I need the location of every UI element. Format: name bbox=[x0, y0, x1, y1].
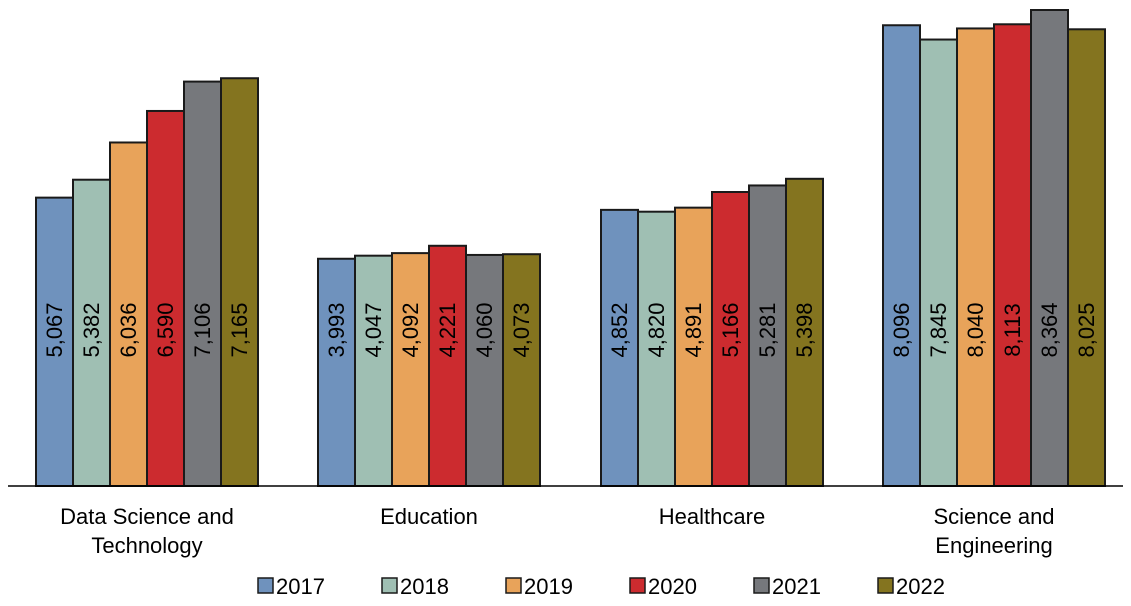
bars-layer bbox=[35, 9, 1106, 488]
bar-value-label: 4,852 bbox=[607, 302, 632, 357]
bar-2017-4 bbox=[882, 24, 921, 487]
legend-label: 2021 bbox=[772, 574, 821, 599]
category-label: Education bbox=[380, 504, 478, 529]
bar-2019-3 bbox=[674, 206, 713, 487]
legend-item-2021: 2021 bbox=[753, 574, 821, 599]
bar-value-label: 7,845 bbox=[926, 302, 951, 357]
bar-2022-1 bbox=[220, 77, 259, 487]
legend-label: 2020 bbox=[648, 574, 697, 599]
category-label: Healthcare bbox=[659, 504, 765, 529]
bar-value-label: 4,073 bbox=[509, 302, 534, 357]
bar-2019-4 bbox=[956, 27, 995, 487]
legend-swatch bbox=[505, 577, 522, 594]
bar-2021-1 bbox=[183, 80, 222, 487]
bar-value-label: 7,165 bbox=[227, 302, 252, 357]
bar-2020-1 bbox=[146, 109, 185, 487]
legend-item-2020: 2020 bbox=[629, 574, 697, 599]
bar-value-label: 5,067 bbox=[42, 302, 67, 357]
category-labels-layer: Data Science and Technology Education Healt… bbox=[60, 504, 1054, 558]
legend-swatch bbox=[381, 577, 398, 594]
bar-value-label: 4,221 bbox=[435, 302, 460, 357]
bar-value-label: 5,398 bbox=[792, 302, 817, 357]
bar-2018-2 bbox=[354, 254, 393, 487]
bar-value-label: 3,993 bbox=[324, 302, 349, 357]
bar-value-label: 4,820 bbox=[644, 302, 669, 357]
bar-value-label: 5,281 bbox=[755, 302, 780, 357]
legend-label: 2017 bbox=[276, 574, 325, 599]
legend-label: 2019 bbox=[524, 574, 573, 599]
bar-2018-1 bbox=[72, 178, 111, 488]
category-label: Science and Engineering bbox=[933, 504, 1054, 558]
legend-swatch bbox=[877, 577, 894, 594]
bar-2021-4 bbox=[1030, 9, 1069, 487]
bar-value-label: 8,113 bbox=[1000, 303, 1025, 356]
legend-swatch bbox=[257, 577, 274, 594]
legend-swatch bbox=[753, 577, 770, 594]
legend-label: 2018 bbox=[400, 574, 449, 599]
bar-2018-4 bbox=[919, 38, 958, 487]
bar-value-label: 4,060 bbox=[472, 302, 497, 357]
bar-value-label: 8,364 bbox=[1037, 302, 1062, 357]
legend-item-2018: 2018 bbox=[381, 574, 449, 599]
legend-item-2019: 2019 bbox=[505, 574, 573, 599]
bar-2021-2 bbox=[465, 253, 504, 487]
bar-value-label: 6,036 bbox=[116, 302, 141, 357]
bar-value-label: 4,092 bbox=[398, 302, 423, 357]
bar-2020-4 bbox=[993, 23, 1032, 488]
bar-2022-2 bbox=[502, 253, 541, 487]
legend-label: 2022 bbox=[896, 574, 945, 599]
bar-2021-3 bbox=[748, 184, 787, 487]
legend-item-2017: 2017 bbox=[257, 574, 325, 599]
legend-item-2022: 2022 bbox=[877, 574, 945, 599]
bar-2017-1 bbox=[35, 196, 74, 487]
bar-2019-2 bbox=[391, 252, 430, 487]
legend-swatch bbox=[629, 577, 646, 594]
legend: 2017 2018 2019 2020 2021 2022 bbox=[257, 574, 945, 599]
bar-2020-2 bbox=[428, 244, 467, 487]
bar-value-label: 5,382 bbox=[79, 302, 104, 357]
bar-value-label: 8,040 bbox=[963, 302, 988, 357]
category-label: Data Science and Technology bbox=[60, 504, 234, 558]
bar-value-label: 7,106 bbox=[190, 302, 215, 357]
bar-value-label: 5,166 bbox=[718, 302, 743, 357]
bar-value-label: 4,047 bbox=[361, 302, 386, 357]
bar-2022-4 bbox=[1067, 28, 1106, 487]
bar-value-label: 8,096 bbox=[889, 302, 914, 357]
bar-value-label: 4,891 bbox=[681, 302, 706, 357]
bar-value-label: 6,590 bbox=[153, 302, 178, 357]
bar-labels-layer: 5,067 5,382 6,036 6,590 7,106 7,165 3,993 4,047… bbox=[42, 302, 1099, 357]
bar-2017-2 bbox=[317, 257, 356, 487]
bar-value-label: 8,025 bbox=[1074, 302, 1099, 357]
